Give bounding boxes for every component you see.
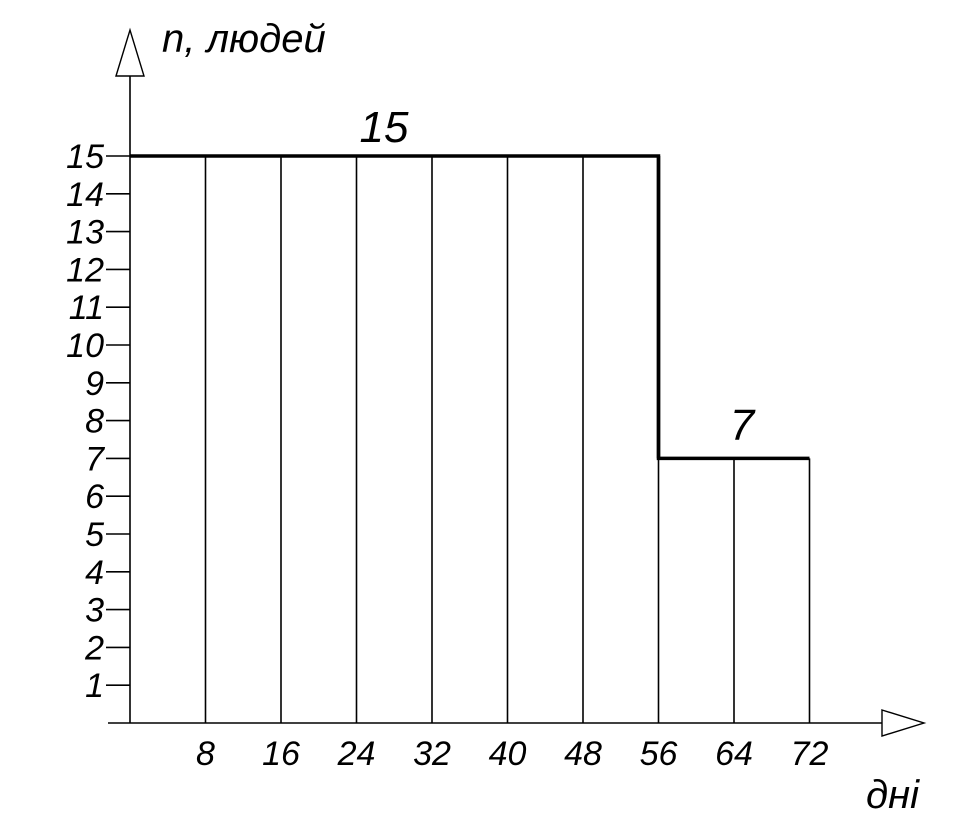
x-tick-labels: 8 16 24 32 40 48 56 64 72 <box>196 735 828 773</box>
grid-lines <box>204 156 811 723</box>
data-label: 7 <box>730 401 756 450</box>
y-tick-label: 10 <box>66 327 104 365</box>
x-tick-label: 64 <box>715 735 753 773</box>
value-labels: 15 7 <box>360 103 756 450</box>
axes <box>108 27 927 737</box>
y-tick-label: 6 <box>85 478 104 516</box>
x-tick-label: 8 <box>196 735 215 773</box>
data-label: 15 <box>360 103 409 152</box>
y-tick-label: 12 <box>66 251 104 289</box>
step-line <box>130 154 810 461</box>
y-tick-label: 7 <box>85 440 105 478</box>
y-tick-label: 8 <box>85 403 104 441</box>
x-tick-label: 40 <box>489 735 527 773</box>
y-tick-label: 3 <box>85 592 104 630</box>
x-tick-label: 24 <box>337 735 376 773</box>
y-tick-label: 15 <box>66 138 104 176</box>
x-tick-label: 32 <box>413 735 451 773</box>
y-axis-title: n, людей <box>162 17 326 61</box>
x-tick-label: 48 <box>564 735 602 773</box>
x-tick-label: 72 <box>791 735 829 773</box>
y-tick-label: 14 <box>66 176 104 214</box>
y-tick-label: 11 <box>69 289 104 327</box>
y-tick-label: 13 <box>66 214 104 252</box>
series-line <box>130 154 810 461</box>
x-axis-title: дні <box>866 773 920 817</box>
x-axis-arrow-icon <box>881 709 927 737</box>
x-tick-label: 56 <box>640 735 678 773</box>
y-tick-label: 9 <box>85 365 104 403</box>
y-tick-label: 5 <box>85 516 104 554</box>
y-axis-arrow-icon <box>115 27 145 77</box>
y-tick-label: 1 <box>85 667 104 705</box>
y-tick-label: 4 <box>85 554 104 592</box>
y-tick-label: 2 <box>84 629 104 667</box>
x-tick-label: 16 <box>262 735 300 773</box>
